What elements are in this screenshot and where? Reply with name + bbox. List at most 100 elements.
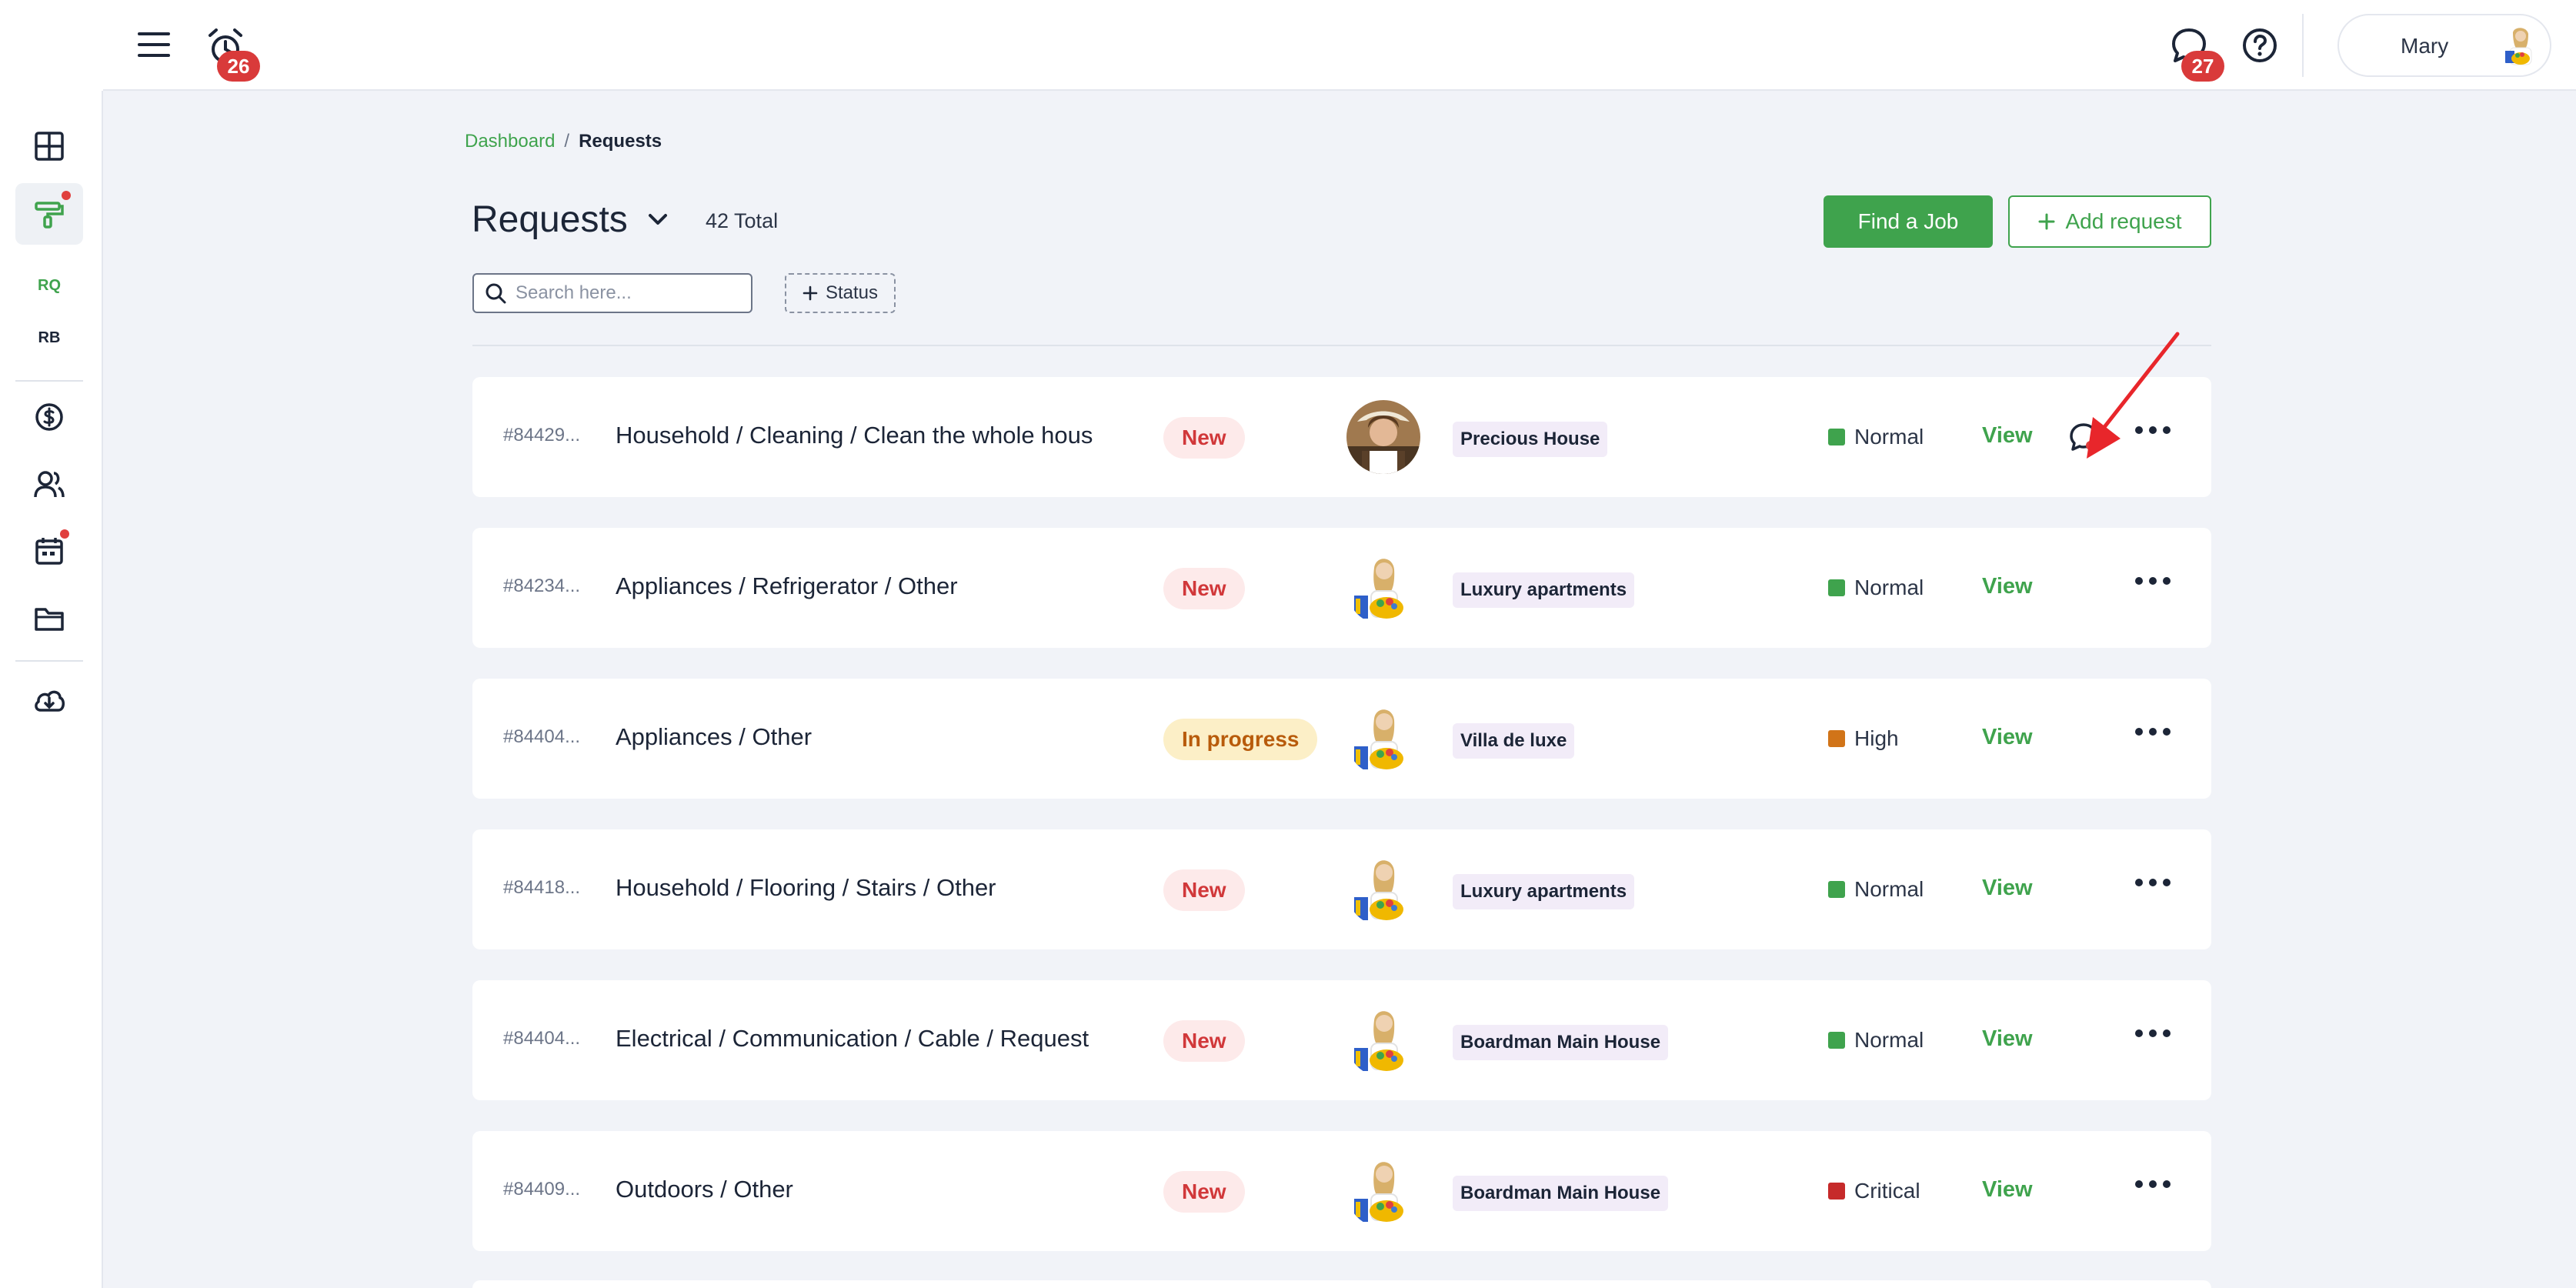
user-menu[interactable]: Mary xyxy=(2337,14,2551,77)
sidebar-item-rb[interactable]: RB xyxy=(38,329,61,346)
sidebar-item-calendar[interactable] xyxy=(15,520,83,582)
sidebar-divider xyxy=(15,380,83,382)
priority-square xyxy=(1828,429,1845,445)
sidebar-item-files[interactable] xyxy=(15,588,83,649)
sidebar-item-rq[interactable]: RQ xyxy=(38,277,61,294)
status-badge: New xyxy=(1163,417,1245,459)
status-filter-label: Status xyxy=(825,282,879,303)
folder-icon xyxy=(35,608,64,631)
view-link[interactable]: View xyxy=(1982,1177,2033,1202)
find-job-button[interactable]: Find a Job xyxy=(1824,195,1993,248)
top-bar: 26 27 Mary xyxy=(0,0,2576,91)
priority-indicator: Normal xyxy=(1828,877,1924,902)
search-icon xyxy=(486,283,506,304)
breadcrumb-current: Requests xyxy=(579,131,662,152)
annotation-arrow xyxy=(2087,332,2180,459)
request-id: #84234... xyxy=(503,576,581,596)
priority-label: Normal xyxy=(1854,576,1924,599)
sidebar-item-download[interactable] xyxy=(15,671,83,732)
priority-label: Normal xyxy=(1854,877,1924,901)
property-tag: Luxury apartments xyxy=(1453,572,1635,608)
table-row[interactable]: #84234... Appliances / Refrigerator / Ot… xyxy=(472,528,2211,648)
more-options-icon[interactable] xyxy=(2134,1179,2171,1193)
request-id: #84429... xyxy=(503,425,581,445)
more-options-icon[interactable] xyxy=(2134,425,2171,439)
request-id: #84418... xyxy=(503,877,581,898)
breadcrumb-separator: / xyxy=(564,131,570,152)
priority-square xyxy=(1828,730,1845,747)
search-box[interactable] xyxy=(472,273,752,313)
table-row[interactable]: #84429... Household / Cleaning / Clean t… xyxy=(472,377,2211,497)
priority-indicator: Normal xyxy=(1828,425,1924,449)
sidebar-item-billing[interactable] xyxy=(15,386,83,448)
priority-square xyxy=(1828,881,1845,898)
request-title[interactable]: Outdoors / Other xyxy=(616,1176,793,1203)
sidebar-item-dashboard[interactable] xyxy=(15,115,83,177)
more-options-icon[interactable] xyxy=(2134,726,2171,740)
avatar xyxy=(2498,25,2541,68)
sidebar: RQ RB xyxy=(0,0,103,1288)
property-tag: Villa de luxe xyxy=(1453,723,1575,759)
chevron-down-icon[interactable] xyxy=(646,208,669,235)
request-id: #84404... xyxy=(503,726,581,747)
property-tag: Boardman Main House xyxy=(1453,1176,1669,1211)
table-row[interactable]: #84404... Appliances / Other In progress… xyxy=(472,679,2211,799)
total-count: 42 Total xyxy=(706,209,779,232)
billing-dollar-icon xyxy=(35,403,63,431)
property-tag: Luxury apartments xyxy=(1453,874,1635,909)
calendar-icon xyxy=(35,538,63,565)
view-link[interactable]: View xyxy=(1982,725,2033,749)
more-options-icon[interactable] xyxy=(2134,576,2171,589)
alarm-badge: 26 xyxy=(217,51,260,82)
avatar xyxy=(1346,1154,1420,1228)
view-link[interactable]: View xyxy=(1982,876,2033,900)
status-filter-button[interactable]: Status xyxy=(785,273,896,313)
sidebar-item-requests[interactable] xyxy=(15,183,83,245)
view-link[interactable]: View xyxy=(1982,423,2033,448)
status-badge: New xyxy=(1163,1171,1245,1213)
priority-label: High xyxy=(1854,726,1899,750)
page-title[interactable]: Requests xyxy=(472,199,628,240)
chat-badge: 27 xyxy=(2181,51,2224,82)
search-input[interactable] xyxy=(516,282,739,304)
priority-indicator: Normal xyxy=(1828,1028,1924,1053)
notification-dot xyxy=(62,191,71,200)
table-row[interactable]: #84418... Household / Flooring / Stairs … xyxy=(472,829,2211,949)
priority-label: Normal xyxy=(1854,425,1924,449)
request-id: #84404... xyxy=(503,1028,581,1049)
menu-icon[interactable] xyxy=(135,26,172,63)
request-title[interactable]: Household / Flooring / Stairs / Other xyxy=(616,874,996,901)
priority-indicator: Critical xyxy=(1828,1179,1920,1203)
topbar-divider xyxy=(2302,14,2304,77)
priority-indicator: Normal xyxy=(1828,576,1924,600)
plus-icon xyxy=(802,285,818,301)
avatar xyxy=(1346,853,1420,926)
table-row[interactable]: #84404... Electrical / Communication / C… xyxy=(472,980,2211,1100)
help-icon[interactable] xyxy=(2241,26,2279,65)
view-link[interactable]: View xyxy=(1982,574,2033,599)
sidebar-item-users[interactable] xyxy=(15,454,83,516)
priority-indicator: High xyxy=(1828,726,1899,751)
status-badge: New xyxy=(1163,869,1245,911)
table-row xyxy=(472,1280,2211,1288)
view-link[interactable]: View xyxy=(1982,1026,2033,1051)
request-title[interactable]: Appliances / Other xyxy=(616,723,813,750)
breadcrumb-dashboard[interactable]: Dashboard xyxy=(465,131,556,152)
request-title[interactable]: Appliances / Refrigerator / Other xyxy=(616,572,958,599)
more-options-icon[interactable] xyxy=(2134,1028,2171,1042)
request-title[interactable]: Electrical / Communication / Cable / Req… xyxy=(616,1025,1093,1052)
cloud-download-icon xyxy=(35,690,65,712)
breadcrumb: Dashboard / Requests xyxy=(465,131,662,152)
request-title[interactable]: Household / Cleaning / Clean the whole h… xyxy=(616,422,1093,449)
logo-area xyxy=(0,0,103,91)
more-options-icon[interactable] xyxy=(2134,877,2171,891)
add-request-label: Add request xyxy=(2065,209,2182,233)
table-row[interactable]: #84409... Outdoors / Other New Boardman … xyxy=(472,1131,2211,1251)
avatar xyxy=(1346,1003,1420,1077)
add-request-button[interactable]: Add request xyxy=(2008,195,2211,248)
property-tag: Precious House xyxy=(1453,422,1608,457)
plus-icon xyxy=(2038,213,2054,230)
user-name: Mary xyxy=(2401,34,2449,58)
avatar xyxy=(1346,551,1420,625)
priority-square xyxy=(1828,1183,1845,1200)
